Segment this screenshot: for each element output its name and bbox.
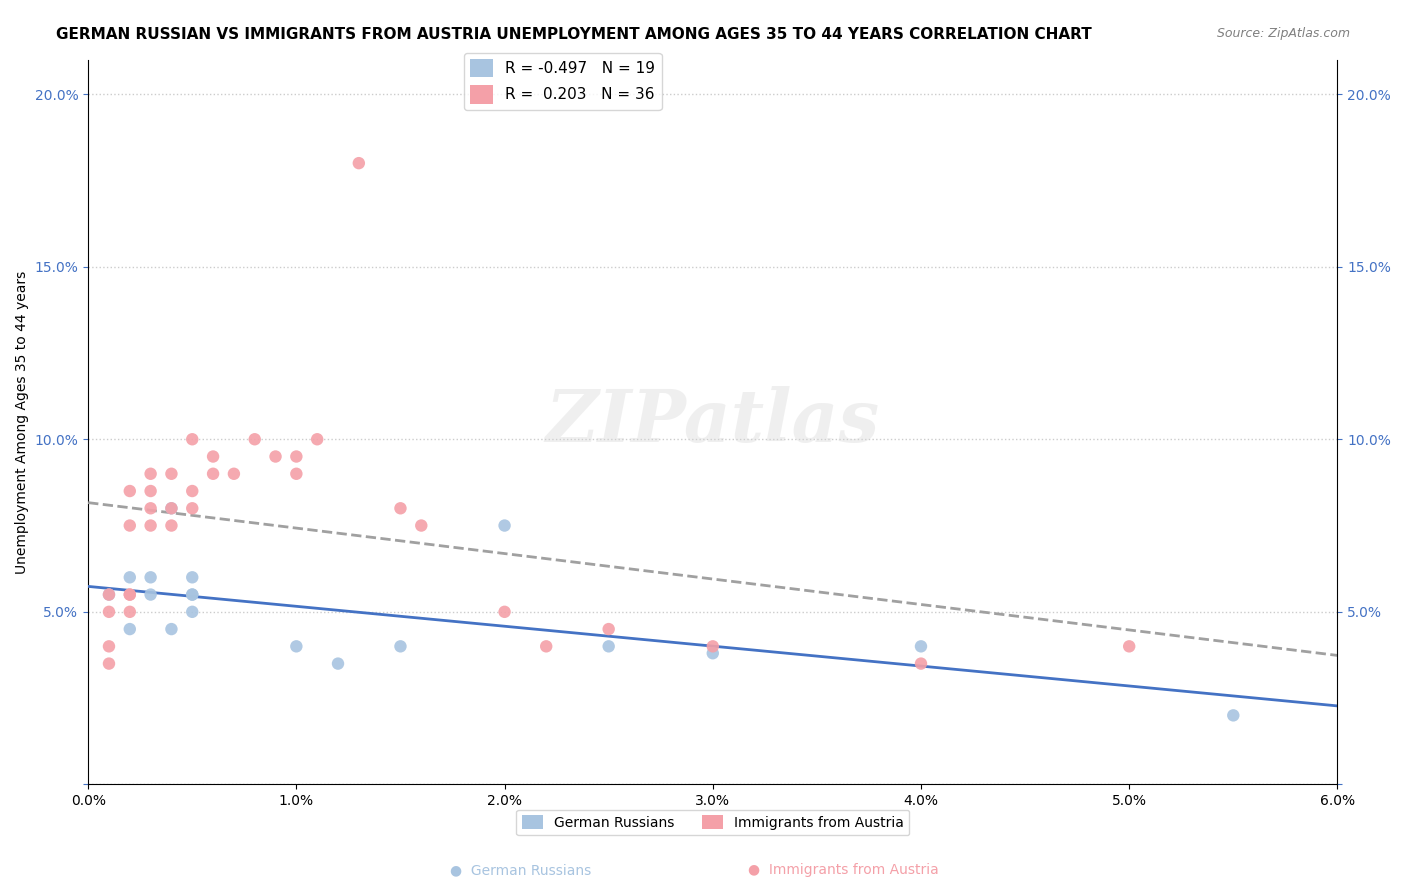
Point	[910, 657, 932, 671]
Point	[264, 450, 287, 464]
Point	[139, 483, 162, 498]
Point	[702, 646, 724, 660]
Point	[160, 501, 183, 516]
Point	[160, 622, 183, 636]
Point	[139, 518, 162, 533]
Point	[98, 588, 121, 602]
Point	[285, 467, 308, 481]
Point	[118, 483, 141, 498]
Point	[326, 657, 349, 671]
Point	[910, 640, 932, 654]
Point	[98, 605, 121, 619]
Y-axis label: Unemployment Among Ages 35 to 44 years: Unemployment Among Ages 35 to 44 years	[15, 270, 30, 574]
Point	[181, 501, 204, 516]
Point	[98, 657, 121, 671]
Point	[160, 518, 183, 533]
Point	[98, 588, 121, 602]
Text: Source: ZipAtlas.com: Source: ZipAtlas.com	[1216, 27, 1350, 40]
Point	[494, 518, 516, 533]
Point	[118, 605, 141, 619]
Point	[139, 501, 162, 516]
Point	[285, 450, 308, 464]
Point	[181, 588, 204, 602]
Point	[389, 501, 412, 516]
Point	[160, 501, 183, 516]
Point	[389, 640, 412, 654]
Text: ●  German Russians: ● German Russians	[450, 863, 591, 877]
Point	[118, 588, 141, 602]
Point	[181, 605, 204, 619]
Point	[307, 432, 329, 446]
Point	[598, 640, 620, 654]
Point	[202, 467, 225, 481]
Legend: German Russians, Immigrants from Austria: German Russians, Immigrants from Austria	[516, 810, 910, 836]
Point	[1222, 708, 1244, 723]
Point	[160, 467, 183, 481]
Point	[181, 570, 204, 584]
Text: ZIPatlas: ZIPatlas	[546, 386, 880, 458]
Point	[598, 622, 620, 636]
Point	[285, 640, 308, 654]
Point	[139, 467, 162, 481]
Point	[534, 640, 557, 654]
Text: GERMAN RUSSIAN VS IMMIGRANTS FROM AUSTRIA UNEMPLOYMENT AMONG AGES 35 TO 44 YEARS: GERMAN RUSSIAN VS IMMIGRANTS FROM AUSTRI…	[56, 27, 1092, 42]
Point	[181, 588, 204, 602]
Point	[139, 588, 162, 602]
Point	[118, 588, 141, 602]
Text: ●  Immigrants from Austria: ● Immigrants from Austria	[748, 863, 939, 877]
Point	[118, 570, 141, 584]
Point	[1118, 640, 1140, 654]
Point	[202, 450, 225, 464]
Point	[98, 640, 121, 654]
Point	[222, 467, 245, 481]
Point	[243, 432, 266, 446]
Point	[181, 483, 204, 498]
Point	[411, 518, 433, 533]
Point	[139, 570, 162, 584]
Point	[118, 518, 141, 533]
Point	[181, 432, 204, 446]
Point	[702, 640, 724, 654]
Point	[118, 622, 141, 636]
Point	[347, 156, 370, 170]
Point	[494, 605, 516, 619]
